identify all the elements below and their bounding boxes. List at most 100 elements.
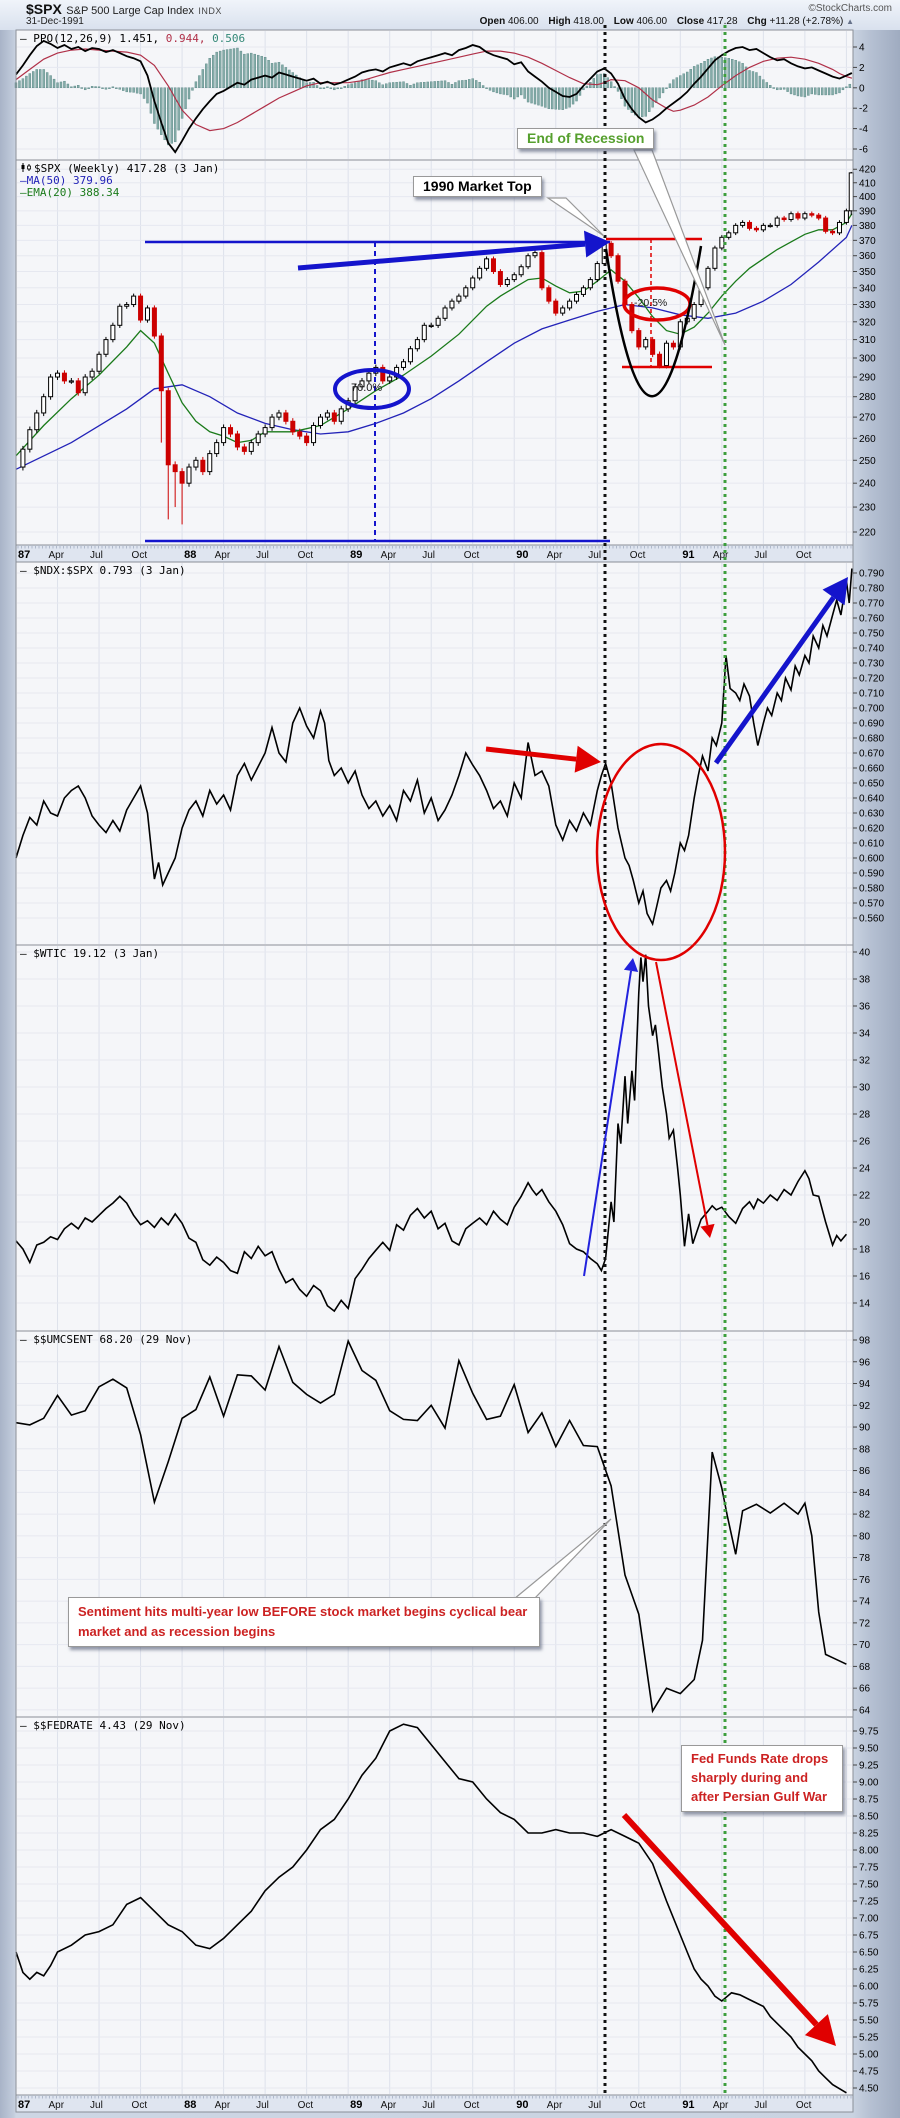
x-axis-strip: 87 Apr Jul Oct 88 Apr Jul Oct 89 Apr Jul Oct 90 Apr Ju… (15, 2094, 854, 2113)
svg-text:26: 26 (859, 1137, 871, 1148)
svg-text:Oct: Oct (630, 2100, 646, 2111)
svg-text:400: 400 (859, 192, 876, 203)
svg-text:88: 88 (184, 2099, 196, 2111)
svg-text:9.00: 9.00 (859, 1778, 879, 1789)
svg-text:Oct: Oct (298, 550, 314, 561)
svg-text:89: 89 (350, 549, 362, 561)
panel-ndx: 0.790 0.780 0.770 0.760 0.750 0.740 0.730 0.720… (15, 561, 884, 946)
stockcharts-watermark: ©StockCharts.com (808, 3, 892, 14)
chart-header: $SPX S&P 500 Large Cap Index INDX ©Stock… (0, 0, 900, 30)
svg-text:89: 89 (350, 2099, 362, 2111)
svg-text:14: 14 (859, 1299, 871, 1310)
chg-value: +11.28 (+2.78%) (769, 16, 844, 27)
svg-text:Jul: Jul (256, 2100, 269, 2111)
end-of-recession-callout: End of Recession (517, 128, 655, 149)
svg-text:420: 420 (859, 165, 876, 176)
svg-text:72: 72 (859, 1618, 871, 1629)
svg-text:22: 22 (859, 1191, 871, 1202)
svg-text:— $WTIC 19.12 (3 Jan): — $WTIC 19.12 (3 Jan) (20, 947, 159, 960)
svg-text:— $NDX:$SPX 0.793 (3 Jan): — $NDX:$SPX 0.793 (3 Jan) (20, 564, 186, 577)
svg-text:—MA(50) 379.96: —MA(50) 379.96 (20, 174, 113, 187)
svg-text:Jul: Jul (90, 550, 103, 561)
svg-text:0.640: 0.640 (859, 794, 884, 805)
low-value: 406.00 (636, 16, 668, 27)
svg-text:5.50: 5.50 (859, 2016, 879, 2027)
svg-text:0.770: 0.770 (859, 599, 884, 610)
svg-text:— $$UMCSENT 68.20 (29 Nov): — $$UMCSENT 68.20 (29 Nov) (20, 1333, 192, 1346)
svg-text:96: 96 (859, 1357, 871, 1368)
svg-text:2: 2 (859, 63, 865, 74)
svg-text:Apr: Apr (215, 2100, 231, 2111)
svg-text:24: 24 (859, 1164, 871, 1175)
svg-text:86: 86 (859, 1466, 871, 1477)
svg-text:300: 300 (859, 354, 876, 365)
svg-text:320: 320 (859, 317, 876, 328)
sentiment-callout: Sentiment hits multi-year low BEFORE sto… (68, 1597, 540, 1648)
svg-text:Oct: Oct (132, 550, 148, 561)
close-value: 417.28 (706, 16, 738, 27)
svg-text:87: 87 (18, 549, 30, 561)
svg-text:0.670: 0.670 (859, 749, 884, 760)
panel-spx: 420 410 400 390 380 370 360 350 340 330 320 310 300 2… (15, 159, 876, 546)
symbol-label: $SPX (26, 1, 62, 17)
svg-text:8.50: 8.50 (859, 1812, 879, 1823)
svg-text:240: 240 (859, 479, 876, 490)
svg-text:0.760: 0.760 (859, 614, 884, 625)
svg-text:-2: -2 (859, 104, 868, 115)
svg-text:84: 84 (859, 1488, 871, 1499)
svg-text:78: 78 (859, 1553, 871, 1564)
svg-text:0.560: 0.560 (859, 914, 884, 925)
svg-text:0.710: 0.710 (859, 689, 884, 700)
svg-text:34: 34 (859, 1029, 871, 1040)
svg-text:Oct: Oct (132, 2100, 148, 2111)
svg-text:Jul: Jul (588, 550, 601, 561)
svg-text:0.570: 0.570 (859, 899, 884, 910)
svg-text:230: 230 (859, 503, 876, 514)
svg-text:18: 18 (859, 1245, 871, 1256)
svg-text:-4: -4 (859, 124, 868, 135)
panel-wtic: 40 38 36 34 32 30 28 26 24 22 20 18 16 14 — $WTIC 19.1… (15, 944, 871, 1332)
svg-text:88: 88 (859, 1444, 871, 1455)
svg-text:Apr: Apr (49, 550, 65, 561)
market-top-callout: 1990 Market Top (413, 176, 542, 197)
panel-umcsent: 98 96 94 92 90 88 86 84 82 80 78 76 74 72 70 68 66 64 — $$… (15, 1330, 871, 1718)
svg-text:0.780: 0.780 (859, 584, 884, 595)
svg-text:30: 30 (859, 1083, 871, 1094)
svg-text:20: 20 (859, 1218, 871, 1229)
svg-text:— PPO(12,26,9) 1.451, 0.944, 0: — PPO(12,26,9) 1.451, 0.944, 0.506 (20, 32, 245, 45)
svg-text:340: 340 (859, 283, 876, 294)
svg-text:8.00: 8.00 (859, 1846, 879, 1857)
svg-text:5.75: 5.75 (859, 1999, 879, 2010)
svg-text:4.75: 4.75 (859, 2067, 879, 2078)
svg-text:0.690: 0.690 (859, 719, 884, 730)
svg-text:Oct: Oct (464, 2100, 480, 2111)
svg-text:32: 32 (859, 1056, 871, 1067)
up-triangle-icon: ▲ (846, 17, 854, 26)
chg-label: Chg (747, 16, 767, 27)
svg-text:220: 220 (859, 528, 876, 539)
svg-text:5.00: 5.00 (859, 2050, 879, 2061)
svg-text:Oct: Oct (464, 550, 480, 561)
quote-line: Open 406.00 High 418.00 Low 406.00 Close… (473, 16, 854, 27)
svg-text:Jul: Jul (256, 550, 269, 561)
svg-text:290: 290 (859, 373, 876, 384)
svg-text:92: 92 (859, 1401, 871, 1412)
svg-text:0.600: 0.600 (859, 854, 884, 865)
exchange-label: INDX (198, 6, 222, 16)
open-value: 406.00 (508, 16, 539, 27)
svg-text:Jul: Jul (422, 2100, 435, 2111)
svg-text:Jul: Jul (754, 2100, 767, 2111)
svg-text:6.50: 6.50 (859, 1948, 879, 1959)
svg-text:8.75: 8.75 (859, 1795, 879, 1806)
svg-text:7.00: 7.00 (859, 1914, 879, 1925)
svg-text:270: 270 (859, 413, 876, 424)
svg-text:280: 280 (859, 392, 876, 403)
svg-text:0.650: 0.650 (859, 779, 884, 790)
svg-text:— $$FEDRATE 4.43 (29 Nov): — $$FEDRATE 4.43 (29 Nov) (20, 1719, 186, 1732)
svg-text:0.610: 0.610 (859, 839, 884, 850)
svg-text:91: 91 (682, 549, 694, 561)
svg-text:Oct: Oct (796, 2100, 812, 2111)
svg-text:0.750: 0.750 (859, 629, 884, 640)
svg-text:0.700: 0.700 (859, 704, 884, 715)
